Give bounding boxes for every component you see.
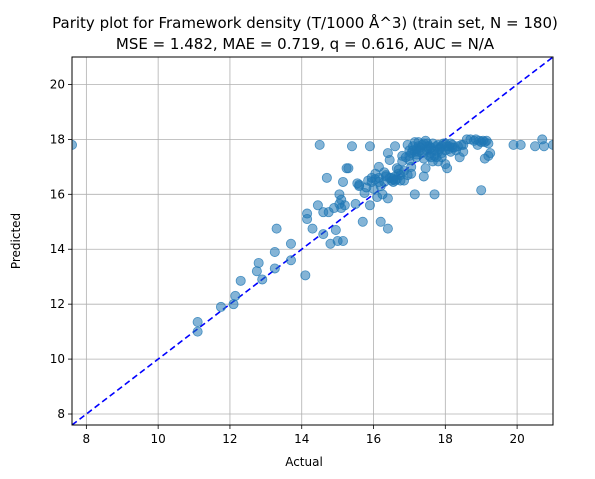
data-point — [330, 225, 341, 236]
data-point — [364, 141, 375, 152]
data-point — [230, 290, 241, 301]
data-point — [314, 139, 325, 150]
chart-subtitle: MSE = 1.482, MAE = 0.719, q = 0.616, AUC… — [116, 35, 495, 53]
data-point — [269, 246, 280, 257]
y-tick-label: 18 — [50, 132, 65, 146]
data-point — [373, 176, 384, 187]
data-point — [420, 163, 431, 174]
data-point — [271, 223, 282, 234]
x-tick-label: 20 — [509, 432, 524, 446]
data-point — [235, 275, 246, 286]
data-point — [228, 299, 239, 310]
data-point — [418, 171, 429, 182]
data-point — [253, 257, 264, 268]
data-point — [251, 266, 262, 277]
data-point — [192, 326, 203, 337]
y-tick-label: 12 — [50, 297, 65, 311]
y-tick-label: 20 — [50, 77, 65, 91]
data-point — [409, 137, 420, 148]
data-point — [350, 198, 361, 209]
data-point — [476, 185, 487, 196]
data-point — [381, 171, 392, 182]
y-axis-label: Predicted — [9, 213, 23, 269]
data-point — [515, 139, 526, 150]
data-point — [357, 216, 368, 227]
x-tick-label: 10 — [151, 432, 166, 446]
data-point — [285, 238, 296, 249]
data-point — [370, 168, 381, 179]
data-point — [338, 235, 349, 246]
y-tick-label: 10 — [50, 352, 65, 366]
data-point — [429, 189, 440, 200]
data-point — [343, 163, 354, 174]
x-axis-ticks: 8 10 12 14 16 18 20 — [83, 425, 525, 446]
x-tick-label: 18 — [438, 432, 453, 446]
data-point — [321, 172, 332, 183]
data-point — [445, 138, 456, 149]
data-point — [285, 255, 296, 266]
data-point — [483, 138, 494, 149]
data-point — [539, 141, 550, 152]
data-point — [339, 200, 350, 211]
data-point — [413, 146, 424, 157]
data-point — [384, 154, 395, 165]
data-point — [334, 189, 345, 200]
data-point — [424, 141, 435, 152]
data-point — [485, 148, 496, 159]
plot-frame — [71, 56, 554, 426]
data-point — [269, 263, 280, 274]
data-point — [338, 176, 349, 187]
y-tick-label: 14 — [50, 242, 65, 256]
data-point — [406, 168, 417, 179]
x-tick-label: 8 — [83, 432, 91, 446]
scatter-points — [72, 134, 553, 337]
data-point — [307, 223, 318, 234]
x-tick-label: 12 — [222, 432, 237, 446]
data-point — [215, 301, 226, 312]
data-point — [302, 208, 313, 219]
data-point — [346, 141, 357, 152]
parity-line — [71, 56, 554, 426]
y-tick-label: 8 — [57, 407, 65, 421]
y-tick-label: 16 — [50, 187, 65, 201]
data-point — [442, 163, 453, 174]
parity-line-group — [71, 56, 554, 426]
data-point — [257, 274, 268, 285]
data-point — [364, 200, 375, 211]
x-axis-label: Actual — [285, 455, 323, 469]
data-point — [548, 139, 553, 150]
data-point — [312, 200, 323, 211]
data-point — [530, 141, 541, 152]
data-point — [390, 141, 401, 152]
data-point — [318, 229, 329, 240]
x-tick-label: 14 — [294, 432, 309, 446]
data-point — [436, 152, 447, 163]
data-point — [409, 189, 420, 200]
data-point — [391, 163, 402, 174]
x-tick-label: 16 — [366, 432, 381, 446]
data-point — [192, 317, 203, 328]
data-point — [382, 193, 393, 204]
y-axis-ticks: 8 10 12 14 16 18 20 — [50, 77, 72, 421]
data-point — [382, 223, 393, 234]
chart-title: Parity plot for Framework density (T/100… — [52, 13, 558, 32]
data-point — [300, 270, 311, 281]
data-point — [375, 216, 386, 227]
